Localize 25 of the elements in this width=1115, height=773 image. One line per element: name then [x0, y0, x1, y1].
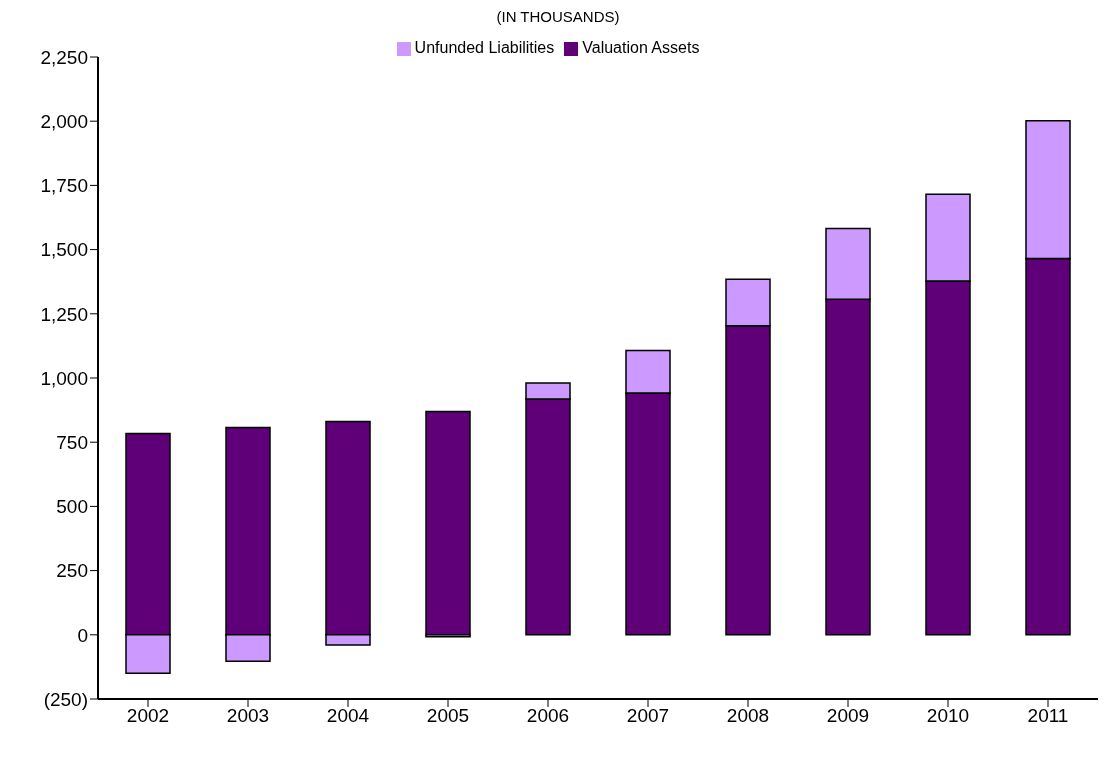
y-tick-label: 2,000: [40, 110, 88, 132]
y-tick-label: 1,750: [40, 175, 88, 197]
y-tick-label: 1,250: [40, 303, 88, 325]
legend-label: Valuation Assets: [582, 39, 700, 56]
x-tick-label: 2009: [826, 705, 870, 727]
x-tick-label: 2006: [526, 705, 570, 727]
y-tick-label: 2,250: [40, 46, 88, 68]
x-tick-label: 2004: [326, 705, 370, 727]
x-tick-label: 2011: [1027, 705, 1069, 727]
legend-label: Unfunded Liabilities: [414, 39, 555, 56]
chart-title: (IN THOUSANDS): [495, 8, 621, 25]
y-tick-label: 750: [56, 431, 88, 453]
y-tick-label: 1,500: [40, 239, 88, 261]
x-tick-label: 2007: [626, 705, 670, 727]
x-tick-label: 2005: [426, 705, 470, 727]
x-tick-label: 2003: [226, 705, 270, 727]
x-tick-label: 2010: [926, 705, 970, 727]
y-tick-label: 1,000: [40, 367, 88, 389]
bar: [425, 410, 471, 636]
y-tick-label: 500: [56, 496, 88, 518]
y-tick-label: (250): [43, 688, 88, 710]
y-tick-label: 0: [77, 624, 88, 646]
x-tick-label: 2002: [126, 705, 170, 727]
x-tick-label: 2008: [726, 705, 770, 727]
y-tick-label: 250: [56, 560, 88, 582]
